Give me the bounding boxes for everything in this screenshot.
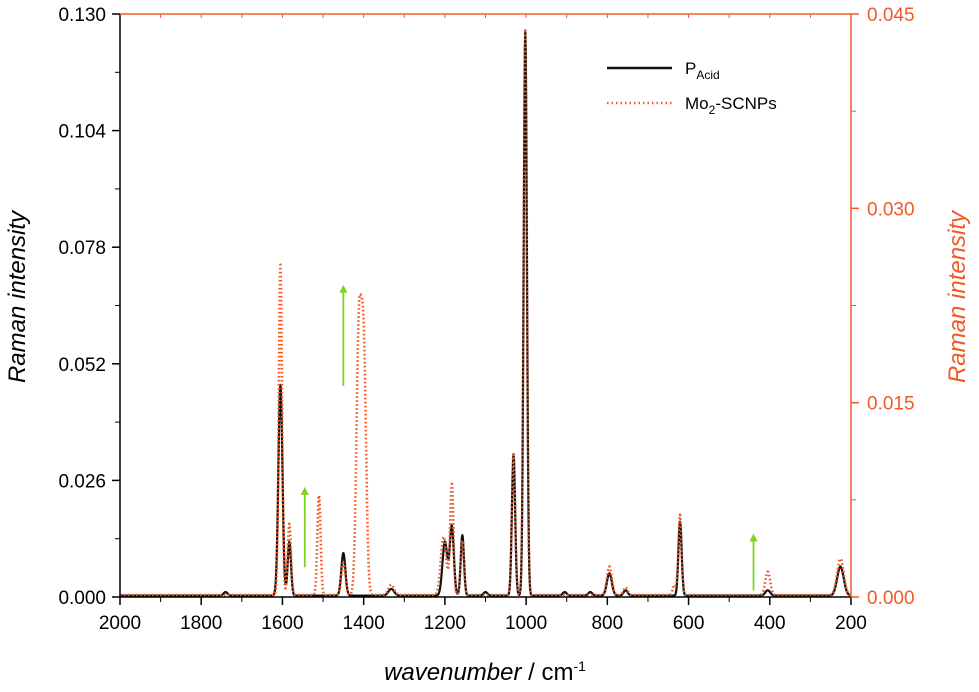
x-axis-title: wavenumber / cm-1 <box>384 658 586 686</box>
left-y-tick-label: 0.052 <box>58 355 106 376</box>
annotation-arrow-head <box>749 533 758 542</box>
left-y-tick-label: 0.104 <box>58 122 106 143</box>
left-y-tick-label: 0.078 <box>58 238 106 259</box>
x-tick-label: 1200 <box>424 613 466 634</box>
legend-label-pacid: PAcid <box>685 59 720 82</box>
series-line-1 <box>119 30 852 597</box>
plot-area <box>120 14 851 597</box>
left-y-tick-label: 0.130 <box>58 5 106 26</box>
legend: PAcid Mo2-SCNPs <box>607 59 777 117</box>
x-tick-label: 400 <box>754 613 786 634</box>
annotation-arrow-head <box>339 284 348 293</box>
series-layer <box>119 29 852 597</box>
left-y-axis-ticks: 0.000 0.026 0.052 0.078 0.104 0.130 <box>58 5 120 609</box>
annotation-arrows <box>300 284 758 591</box>
x-tick-label: 1000 <box>505 613 547 634</box>
legend-label-mo2-scnps: Mo2-SCNPs <box>685 94 777 117</box>
x-tick-label: 800 <box>591 613 623 634</box>
x-axis-ticks: 2000 1800 1600 1400 1200 1000 800 600 400 200 <box>99 597 867 634</box>
right-y-tick-label: 0.000 <box>867 588 915 609</box>
right-y-tick-label: 0.015 <box>867 394 915 415</box>
x-tick-label: 200 <box>835 613 867 634</box>
x-tick-label: 2000 <box>99 613 141 634</box>
right-y-tick-label: 0.045 <box>867 5 915 26</box>
x-tick-label: 600 <box>673 613 705 634</box>
left-y-tick-label: 0.026 <box>58 471 106 492</box>
x-tick-label: 1400 <box>343 613 385 634</box>
x-tick-label: 1600 <box>261 613 303 634</box>
right-y-axis-ticks: 0.000 0.015 0.030 0.045 <box>160 5 915 609</box>
annotation-arrow-head <box>300 486 309 495</box>
left-y-axis-title: Raman intensity <box>4 209 31 383</box>
right-y-axis-title: Raman intensity <box>944 209 971 383</box>
left-y-tick-label: 0.000 <box>58 588 106 609</box>
x-tick-label: 1800 <box>180 613 222 634</box>
right-y-tick-label: 0.030 <box>867 199 915 220</box>
